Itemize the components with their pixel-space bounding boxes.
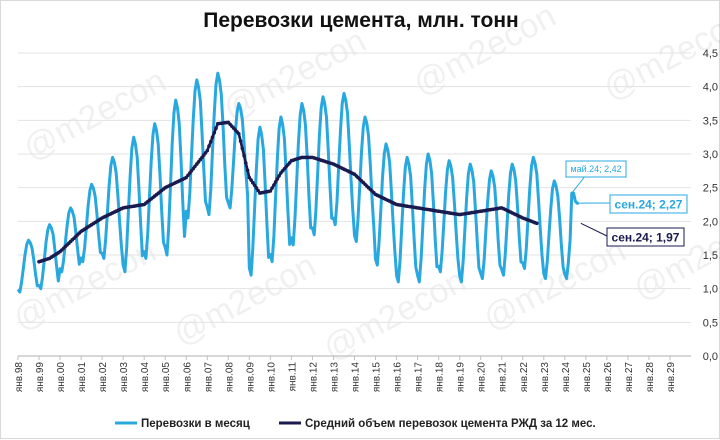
average-marker [206, 149, 210, 153]
x-tick-label: янв.15 [372, 362, 383, 393]
x-tick-label: янв.28 [645, 362, 656, 393]
x-tick-label: янв.13 [329, 362, 340, 393]
average-marker [207, 144, 211, 148]
annotation-sep24-monthly: сен.24; 2,27 [615, 197, 683, 211]
x-tick-label: янв.04 [140, 362, 151, 393]
y-tick-label: 2,5 [703, 183, 718, 195]
y-tick-label: 4,0 [703, 82, 718, 94]
x-tick-label: янв.23 [540, 362, 551, 393]
x-tick-label: янв.06 [182, 362, 193, 393]
annotation-may24: май.24; 2,42 [570, 164, 621, 174]
y-tick-label: 3,0 [703, 149, 718, 161]
x-tick-label: янв.17 [414, 362, 425, 393]
x-tick-label: янв.00 [56, 362, 67, 393]
x-tick-label: янв.98 [14, 362, 25, 393]
average-marker [242, 154, 246, 158]
average-marker [237, 132, 241, 136]
x-tick-label: янв.03 [119, 362, 130, 393]
y-axis: 0,0 0,5 1,0 1,5 2,0 2,5 3,0 3,5 4,0 4,5 [703, 48, 718, 363]
watermark-text: @m2econ [317, 262, 472, 369]
average-marker [272, 183, 276, 187]
average-marker [209, 140, 213, 144]
average-marker [274, 180, 278, 184]
x-tick-label: янв.12 [308, 362, 319, 393]
average-marker [214, 126, 218, 130]
y-tick-label: 1,0 [703, 284, 718, 296]
x-tick-label: янв.10 [266, 362, 277, 393]
y-tick-label: 3,5 [703, 115, 718, 127]
average-marker [241, 147, 245, 151]
y-tick-label: 0,0 [703, 351, 718, 363]
legend-label-monthly: Перевозки в месяц [141, 418, 250, 430]
annotation-leader [572, 175, 586, 193]
average-marker [211, 135, 215, 139]
annotation-sep24-average: сен.24; 1,97 [612, 230, 680, 244]
x-tick-label: янв.26 [603, 362, 614, 393]
y-tick-label: 4,5 [703, 48, 718, 60]
average-marker [270, 186, 274, 190]
x-tick-label: янв.08 [224, 362, 235, 393]
legend-label-average: Средний объем перевозок цемента РЖД за 1… [305, 418, 596, 430]
x-tick-label: янв.14 [351, 362, 362, 393]
x-tick-label: янв.24 [561, 362, 572, 393]
x-tick-label: янв.29 [666, 362, 677, 393]
y-tick-label: 2,0 [703, 216, 718, 228]
average-marker [535, 222, 539, 226]
x-tick-label: янв.05 [161, 362, 172, 393]
watermark-text: @m2econ [167, 247, 322, 354]
average-marker [244, 161, 248, 165]
x-tick-label: янв.25 [582, 362, 593, 393]
x-tick-label: янв.20 [477, 362, 488, 393]
y-tick-label: 1,5 [703, 250, 718, 262]
x-tick-label: янв.22 [519, 362, 530, 393]
watermark-text: @m2econ [17, 62, 172, 169]
x-tick-label: янв.16 [393, 362, 404, 393]
x-tick-label: янв.19 [456, 362, 467, 393]
average-marker [239, 139, 243, 143]
x-tick-label: янв.02 [98, 362, 109, 393]
average-marker [246, 169, 250, 173]
average-marker [213, 131, 217, 135]
x-tick-label: янв.11 [287, 362, 298, 392]
x-tick-label: янв.27 [624, 362, 635, 393]
chart-title: Перевозки цемента, млн. тонн [1, 9, 720, 33]
y-tick-label: 0,5 [703, 317, 718, 329]
annotations: май.24; 2,42 сен.24; 2,27 сен.24; 1,97 [566, 161, 687, 246]
x-tick-label: янв.01 [77, 362, 88, 393]
x-tick-label: янв.99 [35, 362, 46, 393]
legend: Перевозки в месяц Средний объем перевозок… [115, 418, 596, 430]
average-marker [277, 174, 281, 178]
x-tick-label: янв.21 [498, 362, 509, 393]
annotation-leader [581, 223, 607, 236]
x-tick-label: янв.18 [435, 362, 446, 393]
x-tick-label: янв.07 [203, 362, 214, 393]
x-tick-label: янв.09 [245, 362, 256, 393]
